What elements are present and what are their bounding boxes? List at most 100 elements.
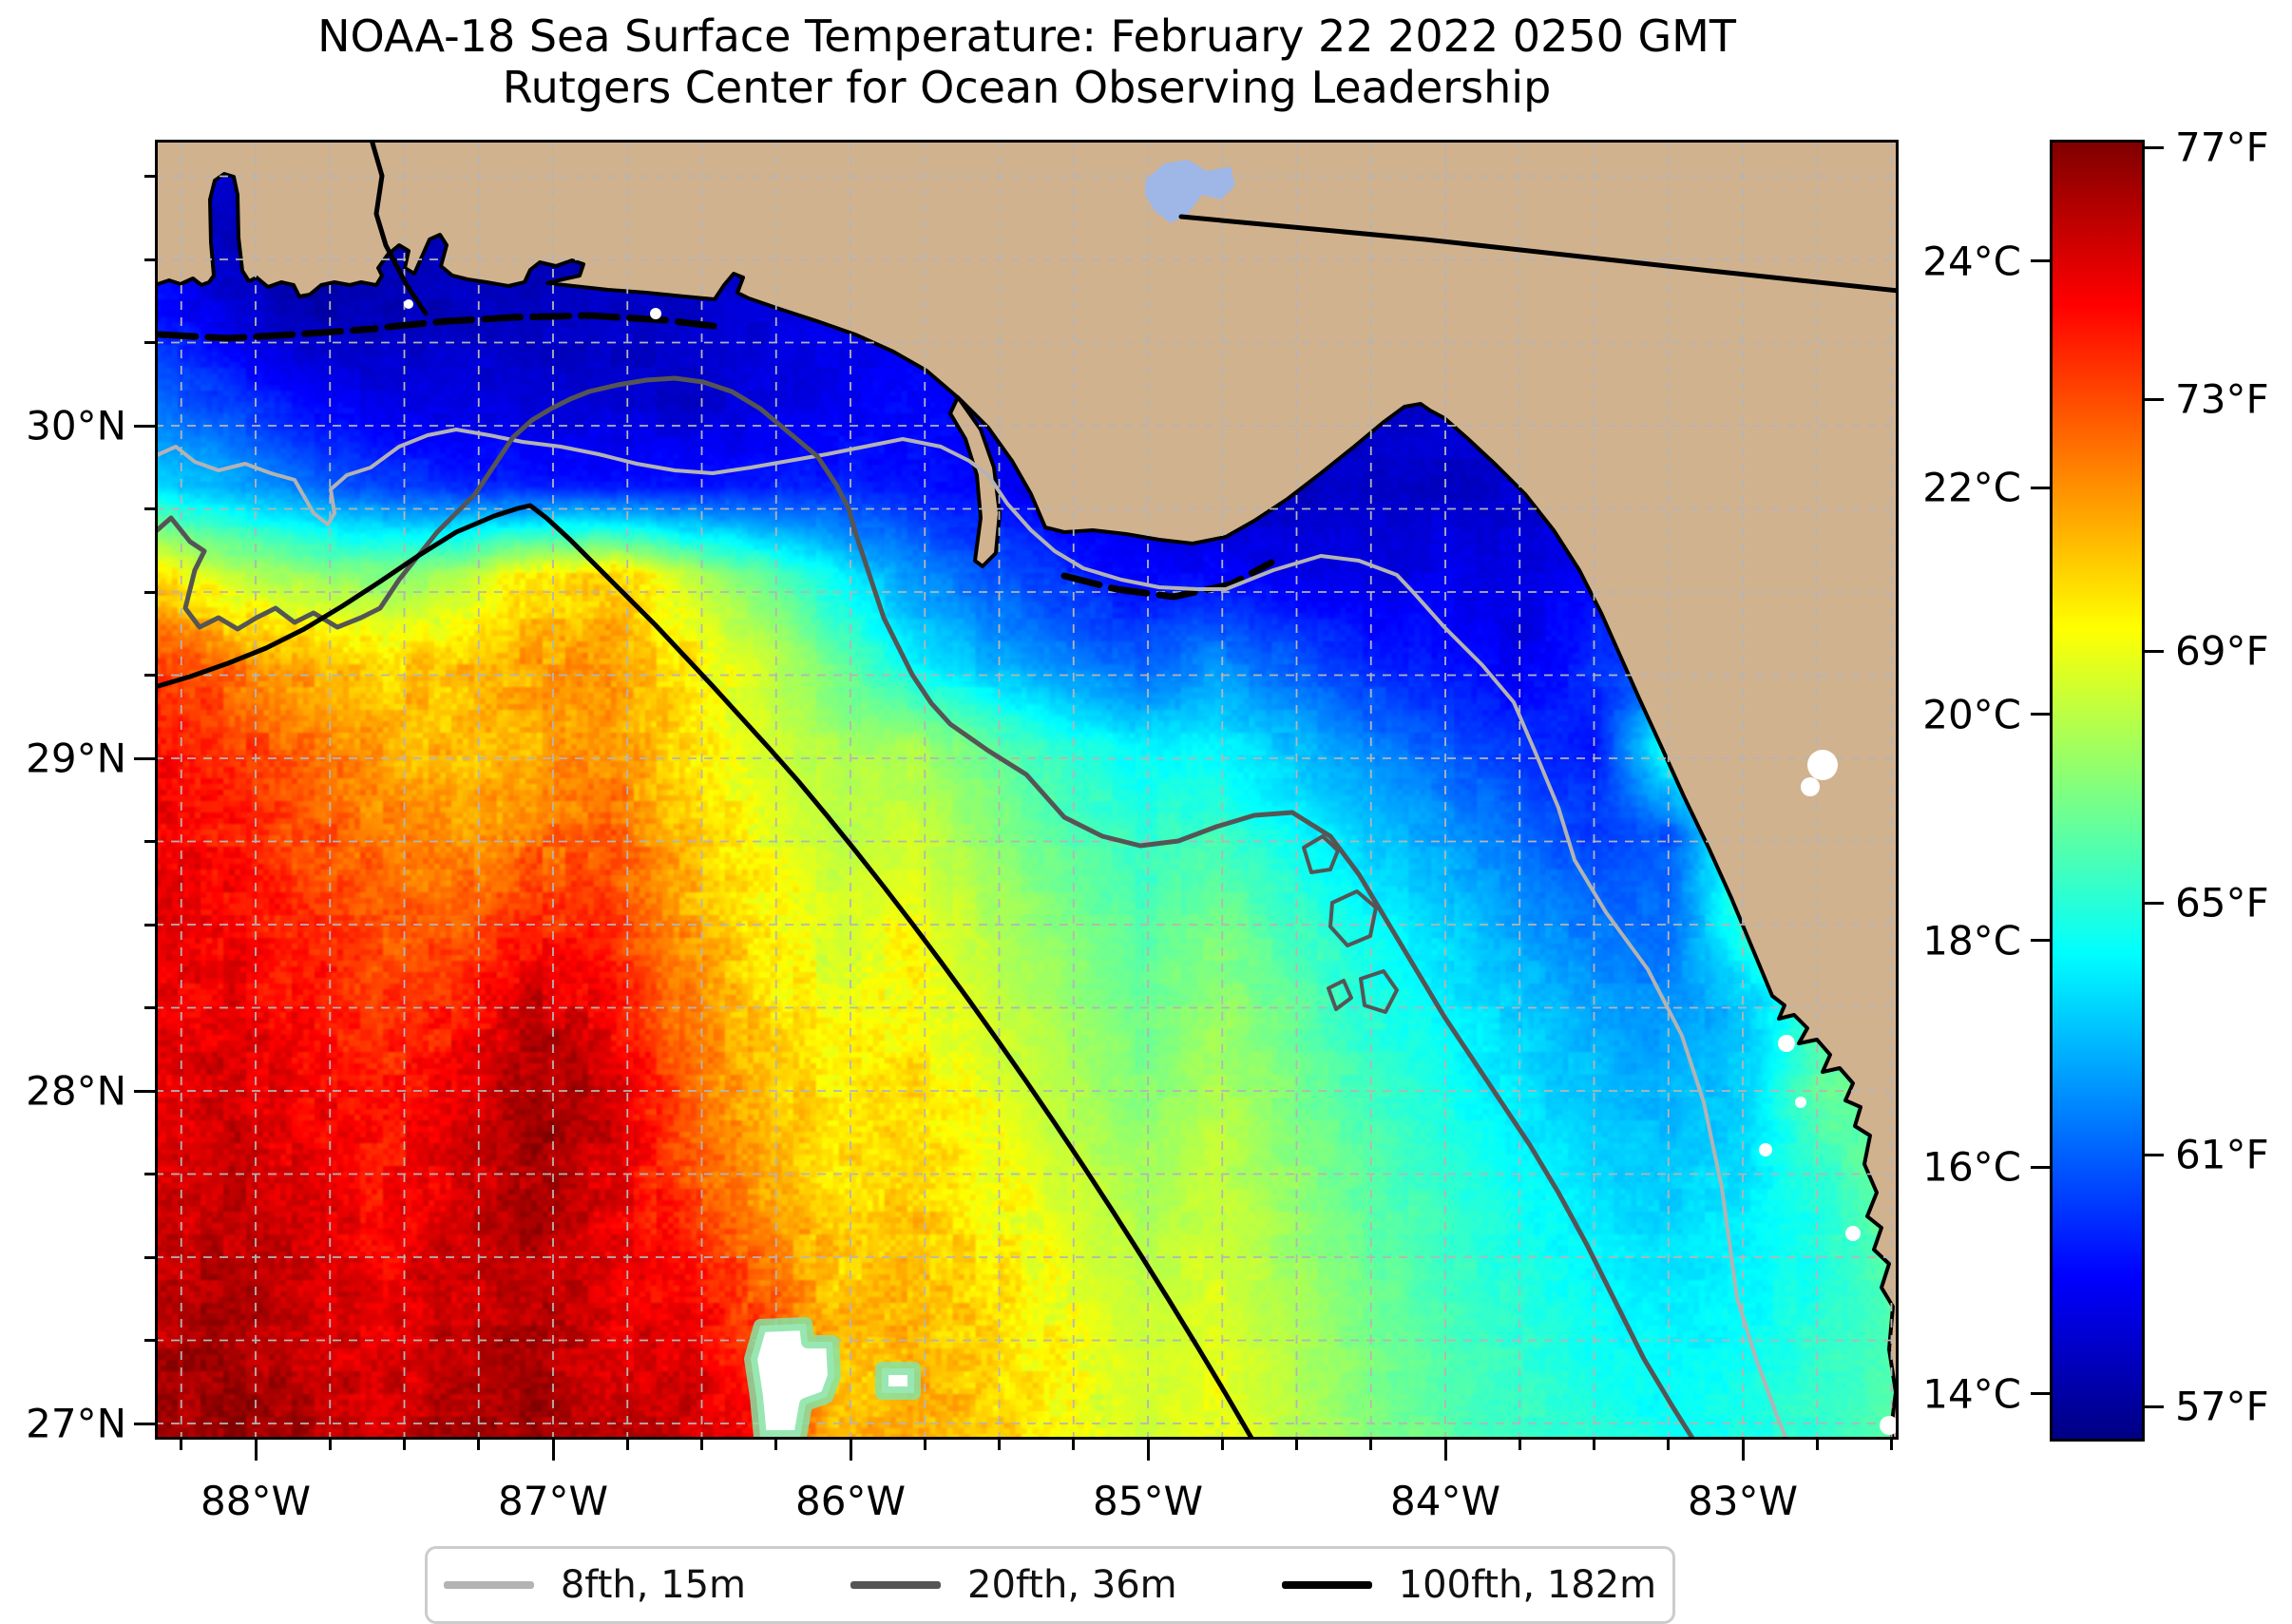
y-axis-tick: [144, 258, 155, 261]
colorbar-tick-fahrenheit: [2145, 1153, 2164, 1156]
colorbar-tick-fahrenheit: [2145, 649, 2164, 653]
x-axis-tick: [1890, 1440, 1893, 1450]
x-axis-label: 84°W: [1390, 1478, 1500, 1524]
colorbar-label-fahrenheit: 73°F: [2175, 375, 2269, 423]
x-axis-tick: [1146, 1440, 1150, 1461]
y-axis-tick: [144, 1006, 155, 1009]
x-axis-tick: [700, 1440, 703, 1450]
cloud-mask-spot: [1759, 1143, 1772, 1156]
cloud-mask-spot: [650, 308, 661, 319]
legend-item-1: 20fth, 36m: [850, 1563, 1177, 1607]
cloud-mask-spot: [1801, 777, 1820, 796]
barrier-island-chain: [156, 325, 379, 342]
x-axis-tick: [625, 1440, 629, 1450]
state-boundary-northeast: [1178, 214, 1899, 294]
y-axis-tick: [144, 1339, 155, 1342]
colorbar-tick-celsius: [2031, 939, 2050, 943]
legend-label: 8fth, 15m: [560, 1563, 747, 1607]
x-axis-label: 85°W: [1093, 1478, 1203, 1524]
y-axis-label: 29°N: [26, 735, 126, 782]
colorbar-label-celsius: 24°C: [1922, 238, 2021, 285]
legend-item-2: 100fth, 182m: [1281, 1563, 1657, 1607]
colorbar-label-celsius: 16°C: [1922, 1143, 2021, 1191]
colorbar-label-fahrenheit: 57°F: [2175, 1383, 2269, 1430]
cloud-mask-spot: [1778, 1035, 1795, 1052]
x-axis-label: 86°W: [795, 1478, 906, 1524]
x-axis-tick: [998, 1440, 1001, 1450]
x-axis-tick: [403, 1440, 406, 1450]
map-frame: [155, 140, 1899, 1440]
y-axis-label: 28°N: [26, 1067, 126, 1115]
colorbar-tick-fahrenheit: [2145, 145, 2164, 149]
y-axis-tick: [144, 590, 155, 594]
x-axis-tick: [1667, 1440, 1671, 1450]
x-axis-label: 87°W: [498, 1478, 608, 1524]
x-axis-tick: [328, 1440, 332, 1450]
y-axis-tick: [144, 341, 155, 344]
x-axis-tick: [1518, 1440, 1521, 1450]
x-axis-tick: [1295, 1440, 1298, 1450]
colorbar-label-fahrenheit: 65°F: [2175, 879, 2269, 927]
x-axis-tick: [477, 1440, 481, 1450]
colorbar-tick-celsius: [2031, 713, 2050, 716]
figure-subtitle: Rutgers Center for Ocean Observing Leade…: [502, 62, 1552, 113]
x-axis-tick: [774, 1440, 778, 1450]
isobath-legend: 8fth, 15m 20fth, 36m 100fth, 182m: [425, 1546, 1675, 1624]
y-axis-tick: [144, 1255, 155, 1259]
colorbar-label-celsius: 14°C: [1922, 1370, 2021, 1418]
legend-label: 20fth, 36m: [967, 1563, 1177, 1607]
x-axis-tick: [1593, 1440, 1595, 1450]
x-axis-tick: [849, 1440, 852, 1461]
colorbar-tick-fahrenheit: [2145, 397, 2164, 401]
colorbar-label-celsius: 18°C: [1922, 917, 2021, 965]
x-axis-tick: [180, 1440, 183, 1450]
y-axis-label: 30°N: [26, 402, 126, 449]
legend-label: 100fth, 182m: [1398, 1563, 1657, 1607]
x-axis-tick: [1815, 1440, 1819, 1450]
contour-20fth-36m: [155, 375, 1696, 1440]
barrier-island-chain: [384, 312, 724, 331]
legend-item-0: 8fth, 15m: [443, 1563, 747, 1607]
y-axis-tick: [144, 175, 155, 178]
x-axis-label: 88°W: [201, 1478, 311, 1524]
state-boundary-west: [369, 140, 429, 316]
y-axis-tick: [134, 424, 155, 428]
legend-line-swatch: [443, 1581, 534, 1589]
x-axis-tick: [1741, 1440, 1745, 1461]
x-axis-tick: [1369, 1440, 1373, 1450]
y-axis-tick: [144, 507, 155, 510]
st-joseph-spit: [948, 395, 1002, 568]
contour-20fth-closed-loop: [1327, 979, 1353, 1011]
colorbar-tick-fahrenheit: [2145, 901, 2164, 905]
map-overlay: [155, 140, 1899, 1440]
colorbar-label-fahrenheit: 61°F: [2175, 1131, 2269, 1178]
y-axis-tick: [134, 756, 155, 760]
x-axis-label: 83°W: [1688, 1478, 1798, 1524]
figure-title: NOAA-18 Sea Surface Temperature: Februar…: [317, 10, 1736, 62]
cloud-mask-spot: [1807, 750, 1838, 780]
colorbar-tick-celsius: [2031, 1165, 2050, 1169]
x-axis-tick: [1072, 1440, 1076, 1450]
cloud-mask-spot: [404, 299, 413, 309]
y-axis-label: 27°N: [26, 1400, 126, 1447]
contour-20fth-closed-loop: [1302, 834, 1340, 874]
colorbar-tick-celsius: [2031, 1392, 2050, 1396]
contour-20fth-closed-loop: [1359, 969, 1399, 1014]
x-axis-tick: [923, 1440, 926, 1450]
land-polygon: [155, 140, 1899, 1440]
cloud-mask-spot: [1845, 1226, 1861, 1241]
y-axis-tick: [144, 674, 155, 677]
legend-line-swatch: [1281, 1581, 1372, 1589]
y-axis-tick: [144, 840, 155, 843]
contour-20fth-closed-loop: [1328, 889, 1378, 947]
legend-line-swatch: [850, 1581, 942, 1589]
x-axis-tick: [254, 1440, 258, 1461]
colorbar-tick-celsius: [2031, 259, 2050, 263]
x-axis-tick: [1220, 1440, 1224, 1450]
cloud-mask-patch: [875, 1362, 921, 1400]
cloud-mask-spot: [1880, 1416, 1899, 1435]
colorbar-label-fahrenheit: 69°F: [2175, 627, 2269, 675]
y-axis-tick: [144, 1173, 155, 1175]
barrier-island-chain: [1060, 559, 1275, 601]
